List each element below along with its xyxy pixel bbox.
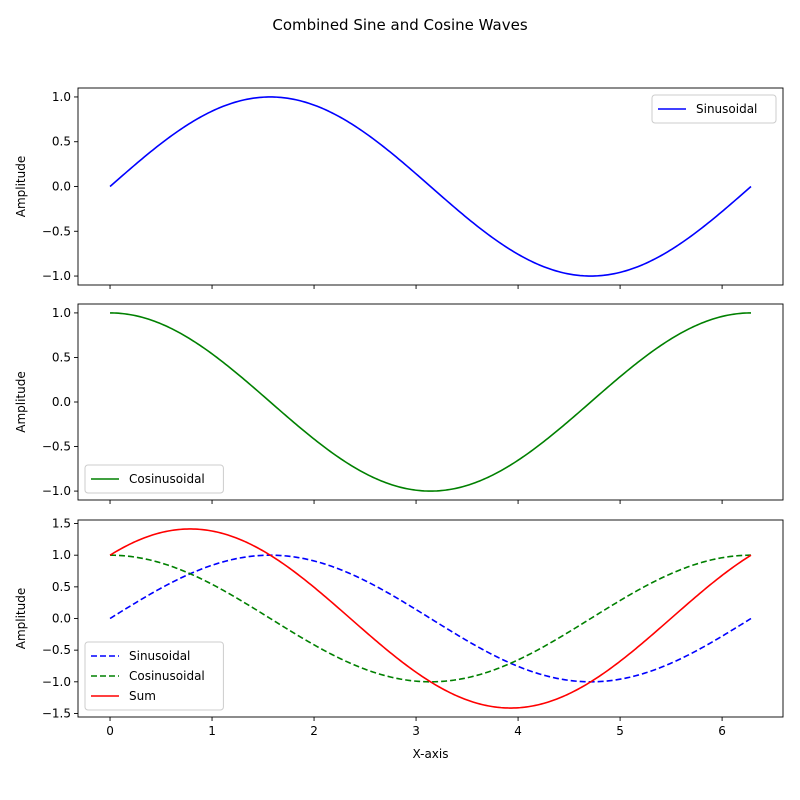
legend: Sinusoidal [651, 94, 777, 124]
series-line-sum [109, 528, 752, 709]
legend-label: Sinusoidal [129, 649, 190, 663]
y-tick-label: 0.5 [52, 350, 71, 364]
x-tick-label: 2 [310, 724, 318, 738]
legend-label: Cosinusoidal [129, 472, 205, 486]
y-tick-label: −0.5 [42, 643, 71, 657]
legend-label: Sum [129, 689, 156, 703]
y-tick-label: −1.0 [42, 484, 71, 498]
x-tick-label: 0 [106, 724, 114, 738]
y-tick-label: −0.5 [42, 224, 71, 238]
x-tick-label: 4 [514, 724, 522, 738]
y-tick-label: 0.0 [52, 395, 71, 409]
series-line-sinusoidal [109, 96, 752, 277]
y-tick-label: 1.0 [52, 306, 71, 320]
legend: Cosinusoidal [84, 464, 224, 494]
y-tick-label: −1.0 [42, 675, 71, 689]
x-tick-label: 5 [616, 724, 624, 738]
y-tick-label: −0.5 [42, 440, 71, 454]
y-tick-label: 1.5 [52, 517, 71, 531]
x-axis-label: X-axis [413, 747, 449, 761]
legend-label: Sinusoidal [696, 102, 757, 116]
y-tick-label: 0.5 [52, 135, 71, 149]
legend-label: Cosinusoidal [129, 669, 205, 683]
x-tick-label: 3 [412, 724, 420, 738]
y-tick-label: −1.0 [42, 269, 71, 283]
y-tick-label: 0.5 [52, 580, 71, 594]
subplot-2: −1.0 −0.5 0.0 0.5 1.0 Amplitude Cosinusoidal [14, 303, 784, 504]
y-axis-label: Amplitude [14, 156, 28, 218]
legend-box [651, 94, 777, 124]
series-line-cosinusoidal [110, 312, 751, 492]
legend-box [84, 641, 224, 711]
legend-box [84, 464, 224, 494]
subplot-3: 0 1 2 3 4 5 6 −1.5 −1.0 −0.5 0.0 0.5 1.0 1.5 Amplitude… [14, 517, 784, 761]
y-tick-label: 1.0 [52, 90, 71, 104]
y-axis-label: Amplitude [14, 588, 28, 650]
series-line-cosinusoidal [110, 554, 751, 683]
series-line-sinusoidal [109, 554, 752, 683]
y-axis-label: Amplitude [14, 371, 28, 433]
figure-title: Combined Sine and Cosine Waves [272, 16, 527, 34]
y-tick-label: 0.0 [52, 180, 71, 194]
y-tick-label: 0.0 [52, 612, 71, 626]
subplot-1: −1.0 −0.5 0.0 0.5 1.0 Amplitude Sinusoidal [14, 87, 784, 289]
y-tick-label: 1.0 [52, 548, 71, 562]
y-tick-label: −1.5 [42, 706, 71, 720]
x-tick-label: 6 [718, 724, 726, 738]
legend: Sinusoidal Cosinusoidal Sum [84, 641, 224, 711]
subplots: −1.0−0.50.00.51.0AmplitudeSinusoidal−1.0… [14, 87, 784, 761]
x-tick-label: 1 [208, 724, 216, 738]
